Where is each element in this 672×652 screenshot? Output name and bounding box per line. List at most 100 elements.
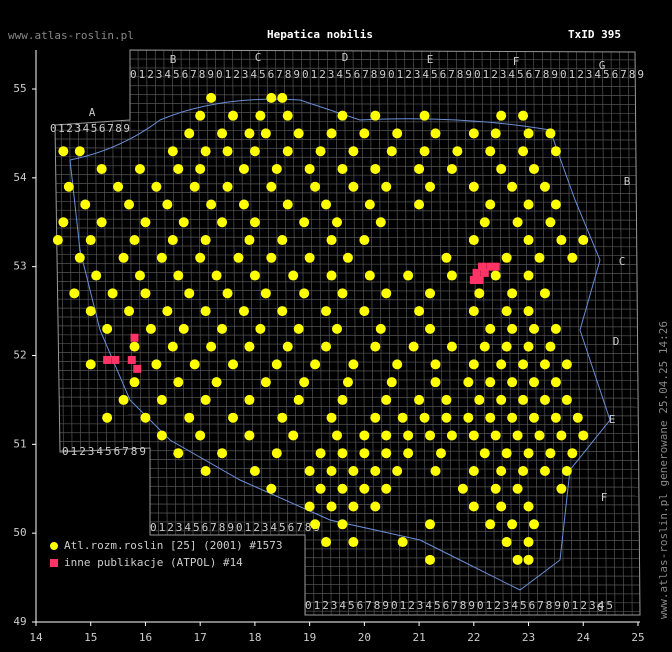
occurrence-dot (490, 270, 501, 281)
occurrence-dot (310, 181, 321, 192)
occurrence-dot (567, 252, 578, 263)
occurrence-dot (534, 430, 545, 441)
occurrence-dot (550, 146, 561, 157)
grid-line-v (593, 50, 599, 615)
occurrence-square (103, 355, 112, 364)
occurrence-dot (244, 128, 255, 139)
occurrence-dot (545, 341, 556, 352)
occurrence-dot (321, 306, 332, 317)
occurrence-dot (523, 235, 534, 246)
occurrence-dot (277, 235, 288, 246)
occurrence-dot (348, 181, 359, 192)
grid-digits: 0123456789 (62, 445, 146, 458)
occurrence-dot (496, 394, 507, 405)
occurrence-dot (321, 341, 332, 352)
occurrence-dot (337, 519, 348, 530)
grid-line-v (455, 50, 461, 615)
occurrence-dot (217, 217, 228, 228)
grid-line-h (55, 494, 640, 497)
grid-line-v (421, 50, 427, 615)
grid-line-h (50, 620, 640, 621)
occurrence-dot (490, 128, 501, 139)
grid-digits: 0123456789 (302, 68, 386, 81)
occurrence-dot (529, 377, 540, 388)
grid-letter: F (601, 491, 608, 504)
occurrence-dot (217, 448, 228, 459)
grid-letter: C (255, 51, 262, 64)
grid-line-v (524, 50, 530, 615)
occurrence-dot (561, 465, 572, 476)
grid-line-v (576, 50, 581, 615)
occurrence-dot (134, 163, 145, 174)
occurrence-dot (228, 412, 239, 423)
occurrence-dot (501, 252, 512, 263)
occurrence-dot (474, 394, 485, 405)
grid-line-h (55, 209, 640, 212)
grid-line-h (55, 387, 640, 390)
grid-line-v (387, 50, 392, 615)
occurrence-dot (485, 199, 496, 210)
occurrence-dot (441, 412, 452, 423)
occurrence-dot (337, 394, 348, 405)
grid-line-h (55, 298, 640, 301)
occurrence-square (127, 355, 136, 364)
grid-line-v (249, 50, 255, 615)
occurrence-dot (414, 394, 425, 405)
occurrence-dot (545, 128, 556, 139)
occurrence-dot (545, 448, 556, 459)
occurrence-dot (167, 235, 178, 246)
grid-line-v (301, 50, 306, 615)
occurrence-dot (167, 146, 178, 157)
grid-line-h (55, 459, 640, 461)
occurrence-dot (326, 128, 337, 139)
occurrence-dot (151, 359, 162, 370)
y-tick-label: 52 (13, 349, 26, 362)
occurrence-dot (435, 448, 446, 459)
occurrence-square (478, 262, 487, 271)
grid-line-v (326, 50, 332, 615)
occurrence-dot (523, 128, 534, 139)
occurrence-dot (348, 501, 359, 512)
occurrence-dot (299, 377, 310, 388)
occurrence-dot (96, 163, 107, 174)
x-tick-label: 23 (522, 631, 535, 644)
grid-line-v (232, 50, 237, 615)
grid-line-h (55, 574, 640, 577)
grid-line-h (55, 432, 640, 435)
grid-line-v (292, 50, 298, 615)
grid-line-v (361, 50, 366, 615)
grid-line-v (412, 50, 418, 615)
x-tick-label: 25 (631, 631, 644, 644)
occurrence-dot (326, 465, 337, 476)
occurrence-dot (507, 323, 518, 334)
occurrence-dot (425, 181, 436, 192)
grid-line-v (154, 50, 160, 615)
grid-line-h (55, 129, 640, 132)
occurrence-dot (403, 270, 414, 281)
occurrence-dot (348, 146, 359, 157)
occurrence-dot (266, 181, 277, 192)
occurrence-dot (74, 252, 85, 263)
occurrence-dot (266, 252, 277, 263)
occurrence-dot (173, 448, 184, 459)
occurrence-dot (222, 146, 233, 157)
occurrence-dot (446, 341, 457, 352)
occurrence-dot (156, 430, 167, 441)
occurrence-dot (408, 341, 419, 352)
occurrence-dot (425, 323, 436, 334)
grid-line-h (55, 316, 640, 319)
occurrence-dot (282, 341, 293, 352)
occurrence-dot (386, 377, 397, 388)
grid-line-v (559, 50, 564, 615)
occurrence-dot (397, 412, 408, 423)
grid-line-h (55, 592, 640, 595)
occurrence-dot (244, 394, 255, 405)
grid-line-v (352, 50, 358, 615)
occurrence-dot (69, 288, 80, 299)
grid-line-v (498, 50, 504, 615)
occurrence-dot (337, 163, 348, 174)
grid-line-v (197, 50, 203, 615)
occurrence-dot (397, 537, 408, 548)
x-tick-label: 14 (29, 631, 43, 644)
occurrence-dot (485, 377, 496, 388)
